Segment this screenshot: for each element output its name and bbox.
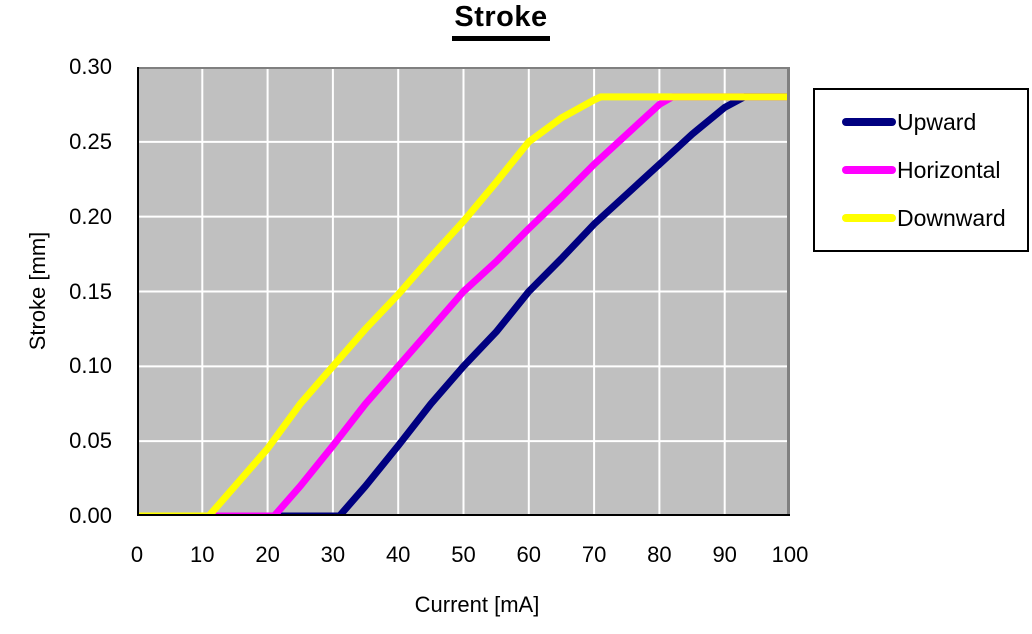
y-tick-label: 0.10: [69, 353, 112, 379]
legend-label-downward: Downward: [897, 205, 1006, 231]
legend-item-horizontal: Horizontal: [842, 158, 1027, 182]
legend-box: Upward Horizontal Downward: [813, 88, 1029, 252]
y-tick-label: 0.25: [69, 128, 112, 154]
series-line-downward: [137, 93, 790, 516]
x-tick-label: 90: [712, 542, 737, 567]
x-tick-label: 80: [647, 542, 672, 567]
legend-label-horizontal: Horizontal: [897, 157, 1001, 183]
series-line-horizontal: [137, 93, 790, 516]
x-tick-label: 40: [385, 542, 411, 567]
y-tick-label: 0.30: [69, 54, 112, 79]
x-tick-label: 50: [451, 542, 476, 567]
y-tick-label: 0.00: [69, 503, 112, 528]
x-tick-label: 20: [255, 542, 280, 567]
y-axis-title: Stroke [mm]: [25, 231, 50, 351]
y-tick-label: 0.20: [69, 203, 112, 229]
legend-item-downward: Downward: [842, 206, 1027, 230]
x-tick-label: 70: [581, 542, 607, 567]
y-tick-label: 0.05: [69, 428, 112, 454]
series-line-upward: [137, 93, 790, 516]
legend-swatch-downward: [842, 214, 896, 222]
legend-swatch-horizontal: [842, 166, 896, 174]
legend-label-upward: Upward: [897, 109, 977, 135]
x-tick-label: 60: [516, 542, 542, 567]
x-tick-label: 30: [320, 542, 346, 567]
plot-wrap: [137, 67, 790, 516]
y-tick-label: 0.15: [69, 278, 112, 304]
x-tick-label: 100: [771, 542, 809, 567]
plot-area: [137, 67, 790, 516]
legend-item-upward: Upward: [842, 110, 1027, 134]
chart-title: Stroke: [0, 1, 1002, 41]
legend-swatch-upward: [842, 118, 896, 126]
x-axis-title: Current [mA]: [414, 592, 540, 617]
x-tick-label: 0: [130, 542, 144, 567]
x-tick-label: 10: [190, 542, 215, 567]
